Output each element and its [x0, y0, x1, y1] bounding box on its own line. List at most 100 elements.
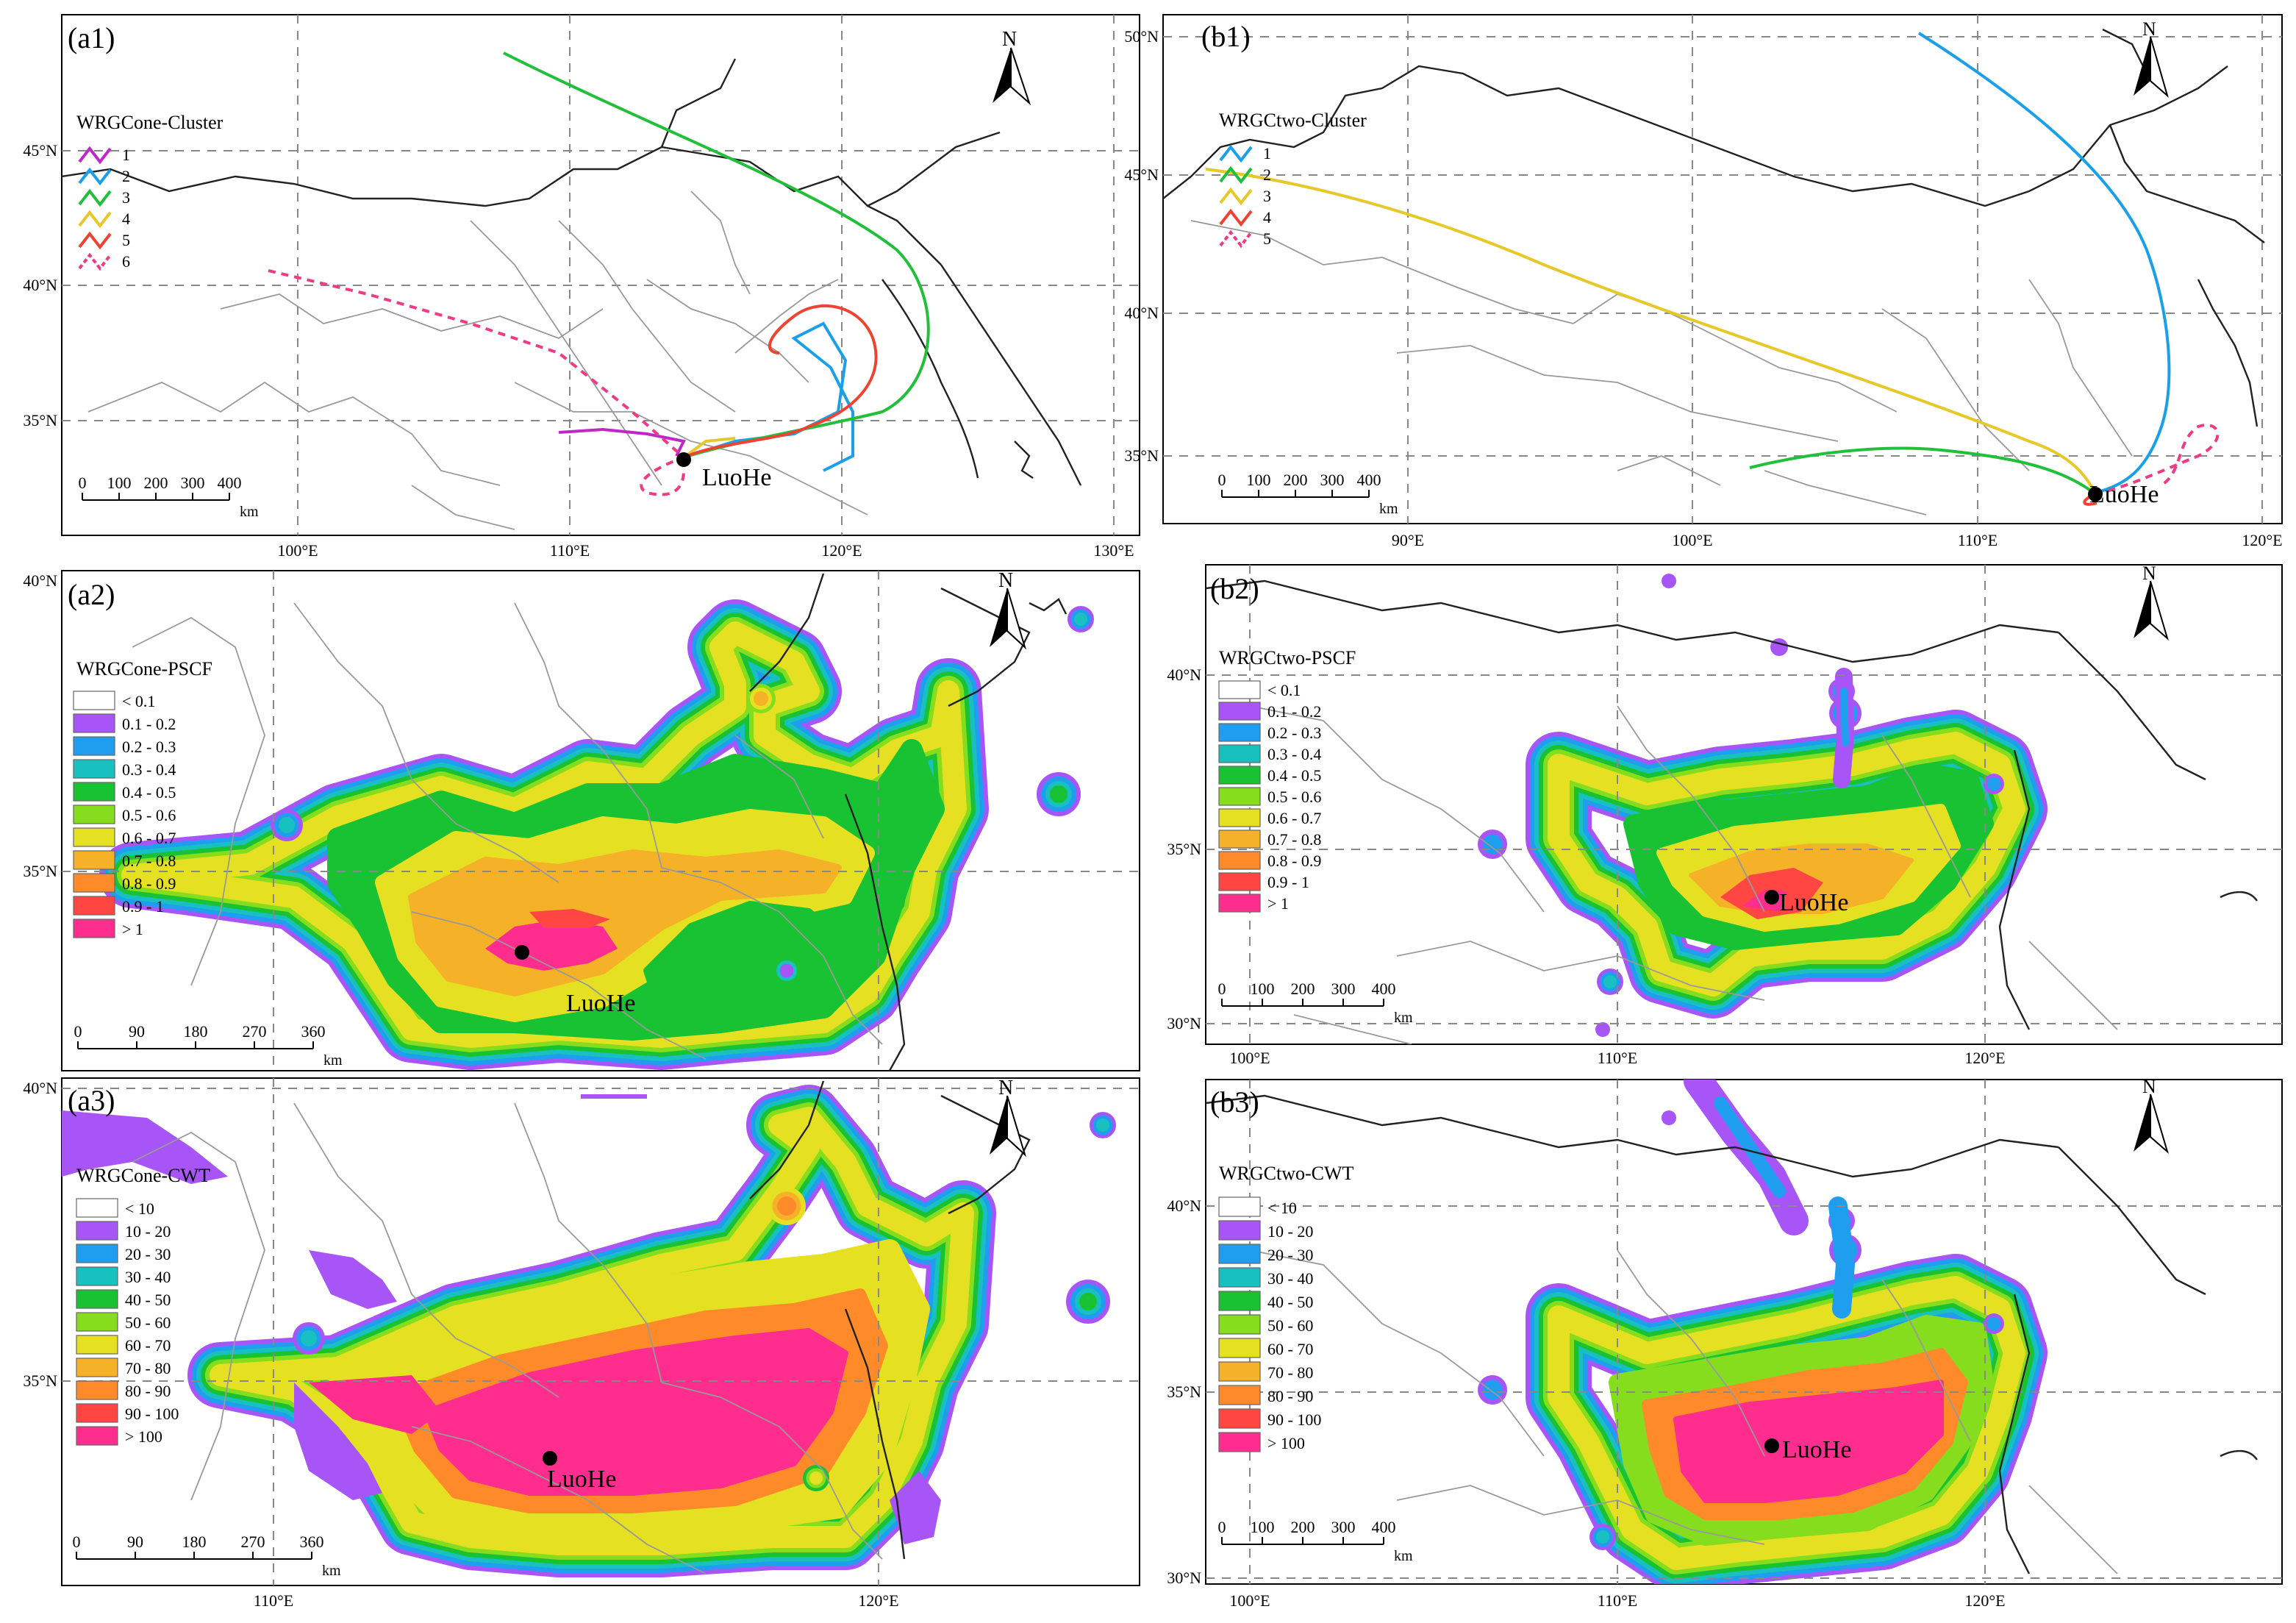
legend-swatch: [1219, 144, 1253, 163]
x-tick-label: 110°E: [550, 541, 590, 560]
legend-label: > 1: [122, 920, 143, 938]
legend-label: 0.7 - 0.8: [1267, 830, 1321, 849]
panel-a3: LuoHe (a3) WRGCone-CWT < 10 10 - 20 20 - 3…: [23, 1077, 1140, 1610]
x-tick-labels: 110°E 120°E: [254, 1591, 899, 1610]
scale-label: 400: [1372, 980, 1396, 998]
panel-label: (a1): [68, 21, 115, 54]
national-borders: [62, 58, 1082, 486]
national-borders: [1206, 1094, 2258, 1574]
legend-label: 60 - 70: [125, 1336, 171, 1355]
legend-label: 70 - 80: [125, 1359, 171, 1377]
panel-b1: LuoHe (b1) WRGCtwo-Cluster 1 2 3 4 5 0 100 200…: [1124, 14, 2283, 549]
north-arrow: N: [990, 1077, 1027, 1157]
scale-label: 0: [74, 1022, 82, 1041]
legend-swatch: [1218, 1220, 1261, 1241]
x-tick-label: 120°E: [2242, 531, 2282, 549]
legend-swatch: [1219, 165, 1253, 185]
legend-swatch: [1218, 1338, 1261, 1358]
svg-text:N: N: [998, 569, 1013, 592]
y-tick-label: 30°N: [1167, 1014, 1201, 1032]
svg-text:N: N: [2142, 1076, 2156, 1097]
national-borders: [1206, 579, 2258, 1030]
north-arrow: N: [990, 569, 1027, 650]
legend-label: 0.6 - 0.7: [122, 829, 176, 847]
legend-swatch: [76, 1244, 118, 1263]
x-tick-label: 120°E: [858, 1591, 898, 1610]
pscf-field: [1478, 574, 2048, 1037]
luohe-marker: [1764, 890, 1779, 905]
scale-label: 200: [1291, 980, 1315, 998]
scale-unit: km: [323, 1052, 343, 1069]
scale-label: 100: [107, 474, 132, 492]
legend-title: WRGCtwo-PSCF: [1219, 647, 1356, 668]
scale-label: 0: [79, 474, 87, 492]
x-tick-label: 120°E: [821, 541, 862, 560]
coastline: [749, 1080, 1031, 1560]
map-frame: [1162, 14, 2283, 524]
luohe-marker: [515, 945, 529, 960]
legend-swatch: [1218, 1361, 1261, 1382]
y-tick-label: 45°N: [23, 141, 57, 160]
legend-swatch: [1218, 702, 1261, 721]
scale-label: 270: [243, 1022, 267, 1041]
scale-label: 0: [1218, 1518, 1226, 1536]
y-tick-label: 40°N: [23, 276, 57, 294]
legend-swatch: [78, 167, 112, 186]
legend-swatch: [73, 850, 115, 870]
panel-b3: LuoHe (b3) WRGCtwo-CWT < 10 10 - 20 20 - 3…: [1167, 1076, 2283, 1610]
y-tick-label: 35°N: [1167, 840, 1201, 858]
legend: < 10 10 - 20 20 - 30 30 - 40 40 - 50 50 - 60 6…: [1218, 1196, 1321, 1452]
y-tick-labels: 40°N 35°N: [23, 571, 57, 880]
legend-swatch: [76, 1312, 118, 1332]
province-boundaries: [132, 1102, 883, 1574]
luohe-label: LuoHe: [547, 1466, 616, 1493]
legend-swatch: [78, 146, 112, 165]
scale-label: 270: [241, 1533, 265, 1551]
legend-swatch: [73, 736, 115, 756]
scale-label: 300: [1320, 471, 1345, 489]
x-tick-label: 130°E: [1093, 541, 1134, 560]
legend-label: 80 - 90: [1267, 1387, 1313, 1405]
legend-swatch: [1218, 744, 1261, 763]
legend-swatch: [1218, 787, 1261, 806]
legend-title: WRGCtwo-Cluster: [1219, 110, 1367, 131]
legend-swatch: [1218, 1314, 1261, 1335]
legend-swatch: [1218, 808, 1261, 827]
legend-label: 90 - 100: [1267, 1410, 1321, 1429]
scale-unit: km: [1379, 501, 1398, 517]
legend-label: 0.2 - 0.3: [1267, 724, 1321, 742]
y-tick-labels: 40°N 35°N 30°N: [1167, 666, 1201, 1032]
legend-swatch: [73, 691, 115, 710]
scale-label: 300: [1331, 1518, 1356, 1536]
legend-label: 0.3 - 0.4: [122, 760, 176, 779]
legend-swatch: [1218, 1291, 1261, 1311]
legend-swatch: [1218, 893, 1261, 913]
legend-label: < 10: [125, 1199, 154, 1218]
legend-swatch: [1218, 1267, 1261, 1288]
x-tick-label: 90°E: [1392, 531, 1424, 549]
x-tick-label: 110°E: [1598, 1591, 1637, 1610]
scale-label: 200: [144, 474, 168, 492]
x-tick-label: 110°E: [1598, 1049, 1637, 1067]
scale-label: 400: [1357, 471, 1381, 489]
province-boundaries: [1249, 1249, 2118, 1574]
x-tick-labels: 90°E 100°E 110°E 120°E: [1392, 531, 2283, 549]
trajectory-1: [1917, 32, 2171, 494]
legend-label: 0.1 - 0.2: [122, 715, 176, 733]
legend-swatch: [78, 231, 112, 250]
scale-label: 100: [1251, 980, 1275, 998]
legend-swatch: [76, 1403, 118, 1423]
scale-label: 360: [300, 1533, 324, 1551]
legend-label: > 100: [125, 1427, 162, 1446]
legend-swatch: [76, 1426, 118, 1446]
legend-label: < 0.1: [122, 692, 155, 710]
legend-title: WRGCone-CWT: [76, 1165, 210, 1186]
scale-label: 200: [1291, 1518, 1315, 1536]
legend-label: > 100: [1267, 1434, 1305, 1452]
legend-title: WRGCtwo-CWT: [1219, 1163, 1354, 1184]
legend-label: 0.2 - 0.3: [122, 738, 176, 756]
legend-swatch: [76, 1358, 118, 1377]
trajectory-5: [2095, 424, 2220, 496]
scale-label: 0: [73, 1533, 81, 1551]
